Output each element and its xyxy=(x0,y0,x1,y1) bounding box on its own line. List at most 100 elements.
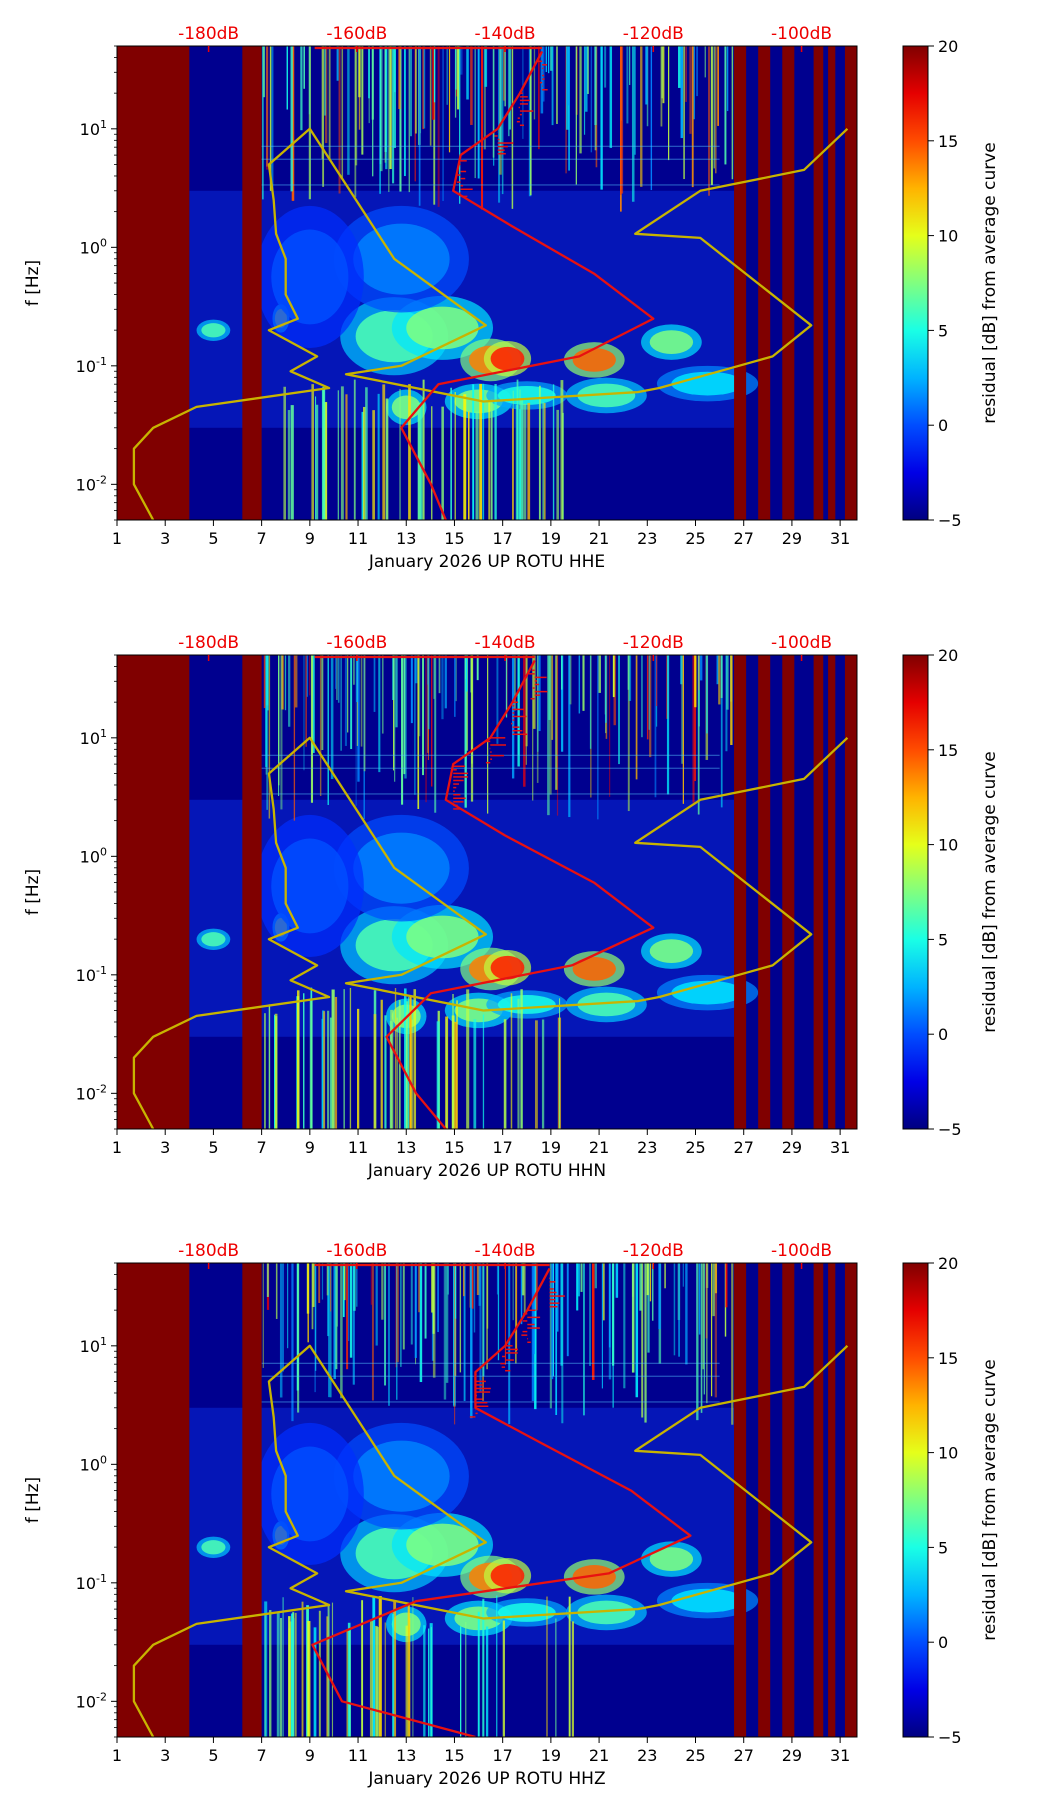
transient-streak xyxy=(291,1613,293,1737)
x-tick-label: 15 xyxy=(444,529,464,548)
masked-gap xyxy=(242,46,262,520)
speckle-streak xyxy=(423,46,426,129)
speckle-streak xyxy=(401,655,404,805)
speckle-streak xyxy=(498,46,501,203)
spectrogram-blob xyxy=(572,348,616,372)
transient-streak xyxy=(369,1621,373,1737)
speckle-streak xyxy=(613,655,616,726)
spectrogram-blob xyxy=(391,395,421,420)
speckle-streak xyxy=(340,1263,343,1399)
transient-streak xyxy=(407,997,410,1129)
speckle-streak xyxy=(312,1263,315,1307)
transient-streak xyxy=(323,1011,326,1129)
speckle-streak xyxy=(327,655,329,805)
speckle-streak xyxy=(678,1263,680,1357)
x-tick-label: 29 xyxy=(782,529,802,548)
speckle-streak xyxy=(535,1263,538,1311)
colorbar-label: residual [dB] from average curve xyxy=(980,1359,1000,1640)
plot-area xyxy=(117,655,857,1129)
speckle-streak xyxy=(444,655,447,709)
speckle-streak xyxy=(522,46,524,139)
speckle-streak xyxy=(388,1263,390,1406)
transient-streak xyxy=(409,995,412,1129)
x-tick-label: 17 xyxy=(492,1746,512,1765)
speckle-streak xyxy=(442,46,444,201)
speckle-streak xyxy=(658,1263,661,1330)
colorbar-tick-label: 5 xyxy=(938,1538,948,1557)
speckle-streak xyxy=(441,655,444,720)
speckle-streak xyxy=(425,655,427,803)
speckle-streak xyxy=(646,1263,649,1296)
speckle-streak xyxy=(275,1263,278,1319)
transient-streak xyxy=(419,402,423,520)
speckle-streak xyxy=(702,1263,704,1370)
transient-streak xyxy=(428,1628,430,1737)
transient-streak xyxy=(276,1612,280,1737)
speckle-streak xyxy=(330,655,334,780)
x-tick-label: 15 xyxy=(444,1746,464,1765)
speckle-streak xyxy=(499,46,502,151)
speckle-streak xyxy=(262,46,266,98)
spectrogram-blob xyxy=(201,932,226,947)
transient-streak xyxy=(454,1021,458,1129)
speckle-streak xyxy=(380,46,383,172)
transient-streak xyxy=(488,400,491,520)
speckle-streak xyxy=(410,46,412,137)
transient-streak xyxy=(475,411,479,520)
transient-streak xyxy=(340,386,344,520)
speckle-streak xyxy=(507,46,510,137)
speckle-streak xyxy=(704,46,706,78)
spectrogram-blob xyxy=(497,385,556,405)
speckle-streak xyxy=(465,655,467,680)
speckle-streak xyxy=(598,655,601,693)
speckle-streak xyxy=(713,46,715,169)
speckle-streak xyxy=(269,46,272,191)
speckle-streak xyxy=(641,1263,644,1418)
transient-streak xyxy=(473,1019,477,1129)
speckle-streak xyxy=(556,46,558,124)
transient-streak xyxy=(337,390,339,520)
speckle-streak xyxy=(321,46,323,159)
transient-streak xyxy=(479,383,483,520)
speckle-streak xyxy=(623,1263,626,1389)
speckle-streak xyxy=(307,1263,309,1343)
speckle-streak xyxy=(597,655,599,820)
masked-gap xyxy=(844,655,857,1129)
x-tick-label: 21 xyxy=(589,529,609,548)
transient-streak xyxy=(518,409,521,520)
speckle-streak xyxy=(600,46,603,190)
speckle-streak xyxy=(568,655,571,818)
speckle-streak xyxy=(479,1263,482,1393)
speckle-streak xyxy=(321,1263,324,1300)
transient-streak xyxy=(503,1019,507,1129)
speckle-streak xyxy=(700,1263,703,1413)
spectrogram-blob xyxy=(577,992,636,1017)
x-tick-label: 13 xyxy=(396,529,416,548)
speckle-streak xyxy=(517,655,520,767)
speckle-streak xyxy=(608,1263,611,1348)
x-tick-label: 7 xyxy=(257,1746,267,1765)
transient-streak xyxy=(313,1627,317,1737)
y-tick-label: 100 xyxy=(80,845,107,866)
y-tick-label: 101 xyxy=(80,1335,107,1356)
spectrogram-blob xyxy=(490,1563,525,1588)
y-tick-label: 10-2 xyxy=(76,1690,107,1711)
speckle-streak xyxy=(724,46,727,165)
colorbar-tick-label: 0 xyxy=(938,416,948,435)
speckle-streak xyxy=(418,655,421,737)
transient-streak xyxy=(407,1603,410,1737)
speckle-streak xyxy=(682,1263,684,1287)
masked-gap xyxy=(117,1263,190,1737)
x-tick-label: 1 xyxy=(112,1138,122,1157)
speckle-streak xyxy=(308,46,311,200)
speckle-streak xyxy=(731,1263,734,1425)
speckle-streak xyxy=(522,1263,525,1296)
speckle-streak xyxy=(455,46,457,90)
speckle-streak xyxy=(504,1263,506,1365)
speckle-streak xyxy=(692,655,695,803)
x-tick-label: 31 xyxy=(830,1138,850,1157)
transient-streak xyxy=(542,402,545,520)
y-tick-label: 101 xyxy=(80,118,107,139)
transient-streak xyxy=(482,1014,485,1129)
speckle-streak xyxy=(536,655,539,783)
